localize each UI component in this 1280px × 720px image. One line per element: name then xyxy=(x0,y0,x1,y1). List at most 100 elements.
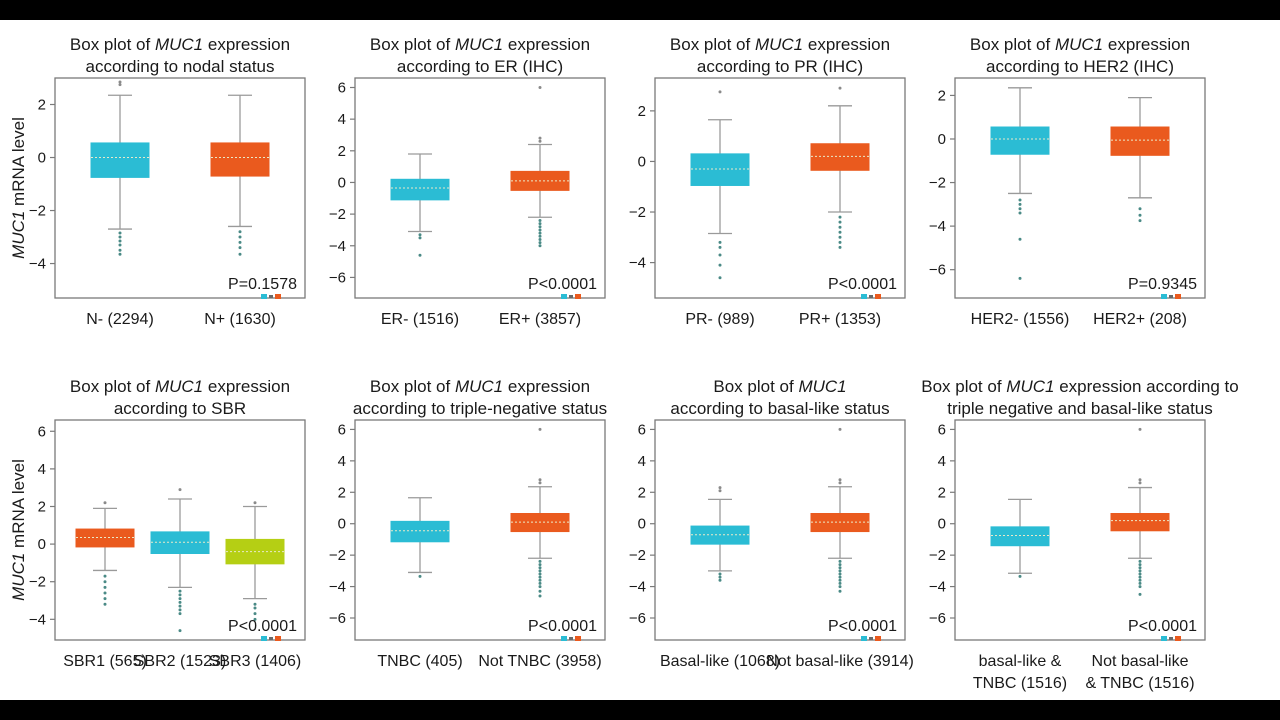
y-tick-label: 2 xyxy=(338,143,346,160)
legend-swatch-separator xyxy=(1169,637,1173,640)
category-label: Not TNBC (3958) xyxy=(478,653,601,670)
outlier-point xyxy=(1138,478,1142,482)
chart-panel-7: Box plot of MUC1 according to basal-like … xyxy=(629,377,914,670)
title-prefix: Box plot of xyxy=(370,377,455,396)
iqr-box xyxy=(390,178,450,201)
chart-title-line1: Box plot of MUC1 expression xyxy=(370,377,590,396)
y-tick-label: −2 xyxy=(329,547,346,564)
outlier-point xyxy=(538,575,542,579)
y-tick-label: −6 xyxy=(929,610,946,627)
figure-canvas: Box plot of MUC1 expression according to … xyxy=(0,20,1280,700)
box-2 xyxy=(210,94,270,256)
title-gene: MUC1 xyxy=(798,377,846,396)
y-tick-label: −2 xyxy=(629,547,646,564)
outlier-point xyxy=(718,90,722,94)
outlier-point xyxy=(1018,198,1022,202)
y-tick-label: 6 xyxy=(938,421,946,438)
box-2 xyxy=(1110,427,1170,596)
chart-title-line2: according to nodal status xyxy=(85,57,274,76)
outlier-point xyxy=(538,85,542,89)
title-gene: MUC1 xyxy=(155,377,203,396)
outlier-point xyxy=(538,139,542,143)
category-label-line2: TNBC (1516) xyxy=(973,675,1067,692)
title-suffix: expression xyxy=(803,35,890,54)
outlier-point xyxy=(103,580,107,584)
plot-frame xyxy=(54,77,306,299)
outlier-point xyxy=(538,244,542,248)
category-label: TNBC (405) xyxy=(377,653,462,670)
outlier-point xyxy=(718,253,722,257)
p-value-label: P<0.0001 xyxy=(528,618,597,635)
title-suffix: expression according to xyxy=(1054,377,1238,396)
outlier-point xyxy=(1138,427,1142,431)
y-tick-label: 6 xyxy=(38,423,46,440)
iqr-box xyxy=(990,126,1050,155)
outlier-point xyxy=(1138,566,1142,570)
outlier-point xyxy=(1018,202,1022,206)
chart-panel-2: Box plot of MUC1 expression according to … xyxy=(329,35,606,328)
title-suffix: expression xyxy=(203,377,290,396)
outlier-point xyxy=(538,218,542,222)
y-tick-label: 0 xyxy=(338,174,346,191)
category-label: N- (2294) xyxy=(86,311,154,328)
outlier-point xyxy=(1138,575,1142,579)
y-tick-label: 4 xyxy=(338,111,346,128)
legend-swatch-separator xyxy=(269,295,273,298)
y-tick-label: 6 xyxy=(338,79,346,96)
y-axis-label-bottom: MUC1 mRNA level xyxy=(9,459,28,601)
title-gene: MUC1 xyxy=(155,35,203,54)
title-suffix: expression xyxy=(203,35,290,54)
legend-swatch-cyan xyxy=(561,636,567,641)
outlier-point xyxy=(118,83,122,87)
outlier-point xyxy=(1018,574,1022,578)
outlier-point xyxy=(238,240,242,244)
y-tick-label: −6 xyxy=(929,262,946,279)
box-1 xyxy=(990,87,1050,280)
legend-swatch-orange xyxy=(1175,636,1181,641)
outlier-point xyxy=(253,501,257,505)
chart-title-line2: according to ER (IHC) xyxy=(397,57,563,76)
box-plot-figure: Box plot of MUC1 expression according to … xyxy=(9,35,1239,692)
legend-swatch-separator xyxy=(569,637,573,640)
outlier-point xyxy=(253,602,257,606)
outlier-point xyxy=(1018,207,1022,211)
p-value-label: P<0.0001 xyxy=(828,618,897,635)
outlier-point xyxy=(538,427,542,431)
y-tick-label: −4 xyxy=(629,579,646,596)
title-gene: MUC1 xyxy=(755,35,803,54)
outlier-point xyxy=(838,585,842,589)
box-2 xyxy=(1110,96,1170,223)
outlier-point xyxy=(253,606,257,610)
outlier-point xyxy=(838,86,842,90)
outlier-point xyxy=(118,235,122,239)
title-suffix: expression xyxy=(503,377,590,396)
outlier-point xyxy=(418,253,422,257)
outlier-point xyxy=(1138,572,1142,576)
outlier-point xyxy=(538,228,542,232)
outlier-point xyxy=(838,215,842,219)
plot-frame xyxy=(654,77,906,299)
outlier-point xyxy=(838,245,842,249)
outlier-point xyxy=(838,225,842,229)
category-label: Basal-like (1068) xyxy=(660,653,780,670)
legend-swatch-orange xyxy=(575,294,581,299)
outlier-point xyxy=(1138,559,1142,563)
category-label: basal-like & xyxy=(979,653,1062,670)
legend-swatch-orange xyxy=(275,294,281,299)
y-tick-label: 0 xyxy=(638,516,646,533)
category-label: Not basal-like (3914) xyxy=(766,653,914,670)
outlier-point xyxy=(838,575,842,579)
y-tick-label: −6 xyxy=(329,269,346,286)
outlier-point xyxy=(538,569,542,573)
outlier-point xyxy=(103,597,107,601)
outlier-point xyxy=(538,578,542,582)
y-tick-label: 0 xyxy=(938,516,946,533)
chart-panel-1: Box plot of MUC1 expression according to … xyxy=(29,35,306,328)
y-tick-label: 2 xyxy=(38,498,46,515)
outlier-point xyxy=(118,80,122,84)
outlier-point xyxy=(118,239,122,243)
outlier-point xyxy=(238,230,242,234)
box-1 xyxy=(390,497,450,578)
chart-panel-5: Box plot of MUC1 expression according to … xyxy=(29,377,306,670)
iqr-box xyxy=(1110,126,1170,156)
